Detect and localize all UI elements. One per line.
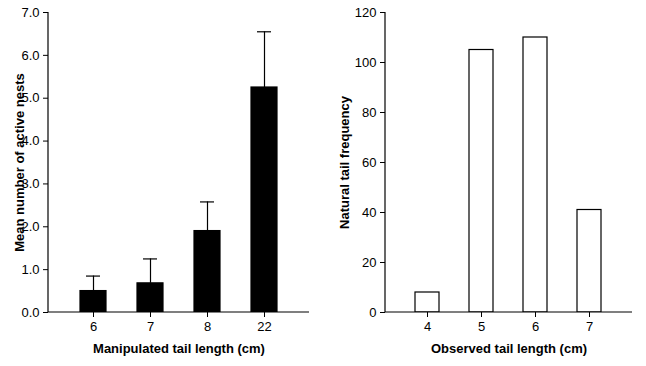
svg-text:40: 40 <box>362 205 376 220</box>
svg-text:8: 8 <box>204 319 211 334</box>
svg-text:120: 120 <box>355 5 377 20</box>
svg-text:2.0: 2.0 <box>21 218 40 234</box>
svg-text:5: 5 <box>478 319 485 334</box>
svg-text:4: 4 <box>424 319 431 334</box>
svg-text:1.0: 1.0 <box>21 262 39 277</box>
svg-text:Natural tail frequency: Natural tail frequency <box>337 95 352 229</box>
svg-text:7.0: 7.0 <box>21 5 39 20</box>
svg-text:6.0: 6.0 <box>21 48 39 63</box>
svg-text:Mean number of active nests: Mean number of active nests <box>12 73 27 251</box>
svg-text:20: 20 <box>362 255 376 270</box>
svg-text:80: 80 <box>362 105 376 120</box>
svg-text:60: 60 <box>362 155 376 170</box>
svg-text:Observed tail length (cm): Observed tail length (cm) <box>431 341 587 356</box>
svg-text:0: 0 <box>369 305 376 320</box>
svg-text:7: 7 <box>147 319 154 334</box>
svg-text:0.0: 0.0 <box>21 305 39 320</box>
svg-text:3.0: 3.0 <box>21 176 40 192</box>
svg-text:7: 7 <box>586 319 593 334</box>
svg-text:100: 100 <box>355 55 377 70</box>
svg-text:5.0: 5.0 <box>21 90 40 106</box>
svg-text:6: 6 <box>90 319 97 334</box>
svg-text:6: 6 <box>532 319 539 334</box>
svg-text:4.0: 4.0 <box>21 133 40 149</box>
svg-text:Manipulated tail length (cm): Manipulated tail length (cm) <box>93 341 265 356</box>
svg-text:22: 22 <box>257 319 271 334</box>
